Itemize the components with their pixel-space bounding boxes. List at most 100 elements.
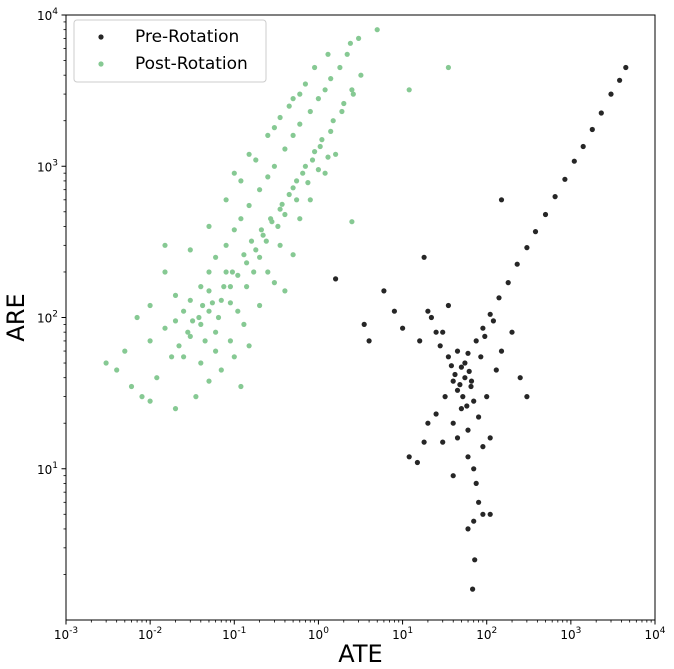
pre-rotation-point: [414, 459, 420, 466]
post-rotation-point: [265, 174, 271, 180]
post-rotation-point: [223, 197, 229, 203]
post-rotation-point: [227, 284, 233, 290]
x-axis-ticks: 10-3 10-2 10-1 100 101 102 103 104: [54, 620, 666, 642]
post-rotation-point: [235, 272, 241, 278]
post-rotation-point: [297, 91, 303, 97]
post-rotation-point: [319, 137, 325, 143]
post-rotation-point: [162, 269, 168, 275]
post-rotation-point: [200, 302, 206, 309]
post-rotation-point: [235, 308, 241, 314]
pre-rotation-point: [462, 375, 468, 381]
pre-rotation-point: [421, 254, 427, 260]
x-tick-label: 100: [308, 626, 329, 642]
post-rotation-point: [312, 64, 318, 71]
post-rotation-point: [297, 216, 303, 222]
post-rotation-point: [265, 132, 271, 138]
post-rotation-point: [268, 216, 274, 222]
post-rotation-point: [114, 367, 120, 373]
pre-rotation-point: [476, 414, 482, 420]
post-rotation-point: [193, 394, 199, 400]
post-rotation-point: [198, 360, 204, 366]
post-rotation-point: [218, 297, 224, 303]
post-rotation-point: [172, 318, 179, 324]
x-tick-label: 101: [392, 626, 413, 642]
pre-rotation-point: [450, 378, 456, 384]
post-rotation-point: [265, 269, 271, 275]
x-tick-label: 104: [644, 626, 665, 642]
pre-rotation-point: [524, 245, 530, 251]
pre-rotation-point: [471, 466, 477, 472]
y-tick-label: 104: [37, 7, 58, 23]
post-rotation-point: [328, 128, 334, 134]
post-rotation-point: [307, 108, 313, 115]
pre-rotation-point: [552, 194, 558, 200]
post-rotation-point: [277, 114, 283, 121]
pre-rotation-point: [498, 197, 505, 203]
post-rotation-point: [139, 394, 145, 400]
post-rotation-point: [196, 314, 202, 321]
legend-label-pre-rotation: Pre-Rotation: [135, 27, 239, 47]
post-rotation-point: [286, 191, 292, 198]
post-rotation-point: [282, 146, 288, 152]
pre-rotation-point: [417, 338, 423, 344]
pre-rotation-point: [478, 354, 484, 360]
post-rotation-point: [337, 64, 343, 71]
post-rotation-point: [344, 51, 350, 57]
post-rotation-point: [290, 132, 296, 138]
pre-rotation-point: [433, 411, 439, 417]
post-rotation-point: [134, 314, 140, 321]
pre-rotation-point: [589, 126, 595, 133]
post-rotation-point: [290, 96, 296, 102]
post-rotation-point: [231, 170, 237, 176]
post-rotation-point: [271, 125, 277, 131]
post-rotation-point: [221, 284, 227, 290]
post-rotation-point: [231, 227, 237, 233]
post-rotation-point: [246, 202, 252, 209]
pre-rotation-point: [433, 329, 439, 335]
post-rotation-point: [213, 348, 219, 354]
pre-rotation-point: [454, 387, 461, 393]
post-rotation-point: [187, 333, 193, 339]
plot-frame: [65, 14, 656, 621]
post-rotation-point: [277, 206, 283, 212]
post-rotation-point: [181, 354, 187, 360]
pre-rotation-point: [464, 403, 470, 409]
pre-rotation-point: [445, 354, 451, 360]
post-rotation-point: [229, 269, 235, 275]
post-rotation-point: [209, 300, 215, 306]
post-rotation-point: [181, 308, 187, 314]
pre-rotation-point: [470, 586, 476, 592]
post-rotation-points: [103, 27, 451, 412]
post-rotation-point: [172, 292, 179, 298]
post-rotation-point: [169, 354, 175, 360]
pre-rotation-point: [445, 302, 451, 309]
post-rotation-point: [257, 302, 263, 309]
pre-rotation-point: [466, 368, 472, 374]
post-rotation-point: [248, 238, 255, 244]
pre-rotation-point: [480, 444, 486, 450]
post-rotation-point: [347, 40, 353, 46]
post-rotation-point: [282, 211, 288, 218]
post-rotation-point: [302, 81, 308, 87]
post-rotation-point: [185, 329, 191, 335]
post-rotation-point: [300, 170, 306, 176]
post-rotation-point: [322, 87, 328, 93]
pre-rotation-point: [542, 211, 549, 218]
post-rotation-point: [253, 247, 259, 253]
post-rotation-point: [356, 35, 362, 42]
post-rotation-point: [187, 297, 193, 303]
pre-rotation-point: [480, 511, 486, 517]
pre-rotation-point: [472, 557, 478, 563]
post-rotation-point: [277, 242, 283, 248]
post-rotation-point: [333, 151, 339, 157]
pre-rotation-point: [532, 229, 539, 235]
post-rotation-point: [297, 121, 303, 127]
pre-rotation-point: [457, 382, 463, 388]
legend-box: [73, 19, 267, 83]
post-rotation-point: [227, 338, 233, 344]
post-rotation-point: [241, 252, 247, 258]
pre-rotation-point: [425, 420, 431, 426]
pre-rotation-point: [484, 394, 490, 400]
post-rotation-point: [202, 338, 208, 344]
post-rotation-point: [244, 260, 250, 266]
